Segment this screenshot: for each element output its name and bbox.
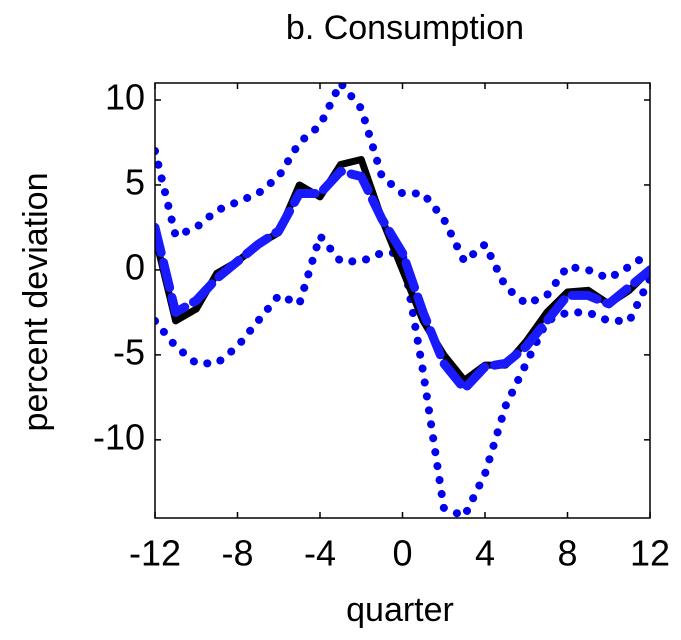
chart-title: b. Consumption xyxy=(286,9,524,47)
series-line xyxy=(155,166,650,394)
x-tick-label: -8 xyxy=(221,533,253,574)
x-tick-label: 12 xyxy=(630,533,670,574)
y-tick-label: 10 xyxy=(105,77,145,118)
series-line xyxy=(155,83,650,308)
y-tick-label: -5 xyxy=(113,331,145,372)
y-tick-label: -10 xyxy=(93,416,145,457)
plot-frame xyxy=(154,82,651,519)
series-line xyxy=(155,231,650,518)
y-axis-label: percent deviation xyxy=(17,173,55,432)
x-tick-label: 0 xyxy=(392,533,412,574)
x-tick-label: 8 xyxy=(557,533,577,574)
x-axis-label: quarter xyxy=(346,591,454,629)
x-tick-label: -12 xyxy=(129,533,181,574)
y-tick-label: 0 xyxy=(125,246,145,287)
y-tick-label: 5 xyxy=(125,161,145,202)
x-tick-label: 4 xyxy=(475,533,495,574)
x-tick-label: -4 xyxy=(304,533,336,574)
